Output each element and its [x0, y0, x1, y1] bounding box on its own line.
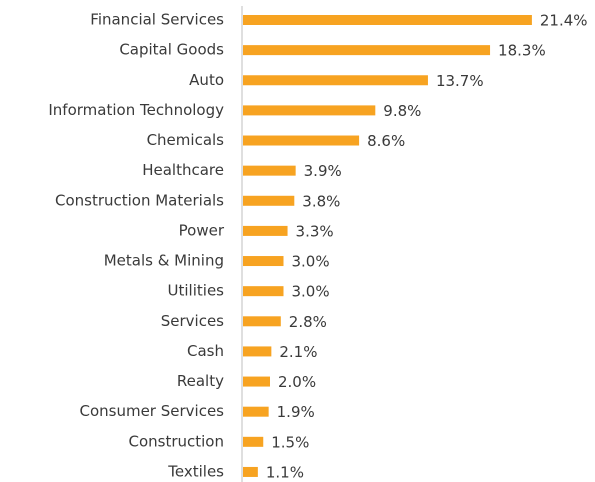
- bar: [243, 225, 288, 236]
- category-label: Realty: [177, 372, 224, 390]
- bar: [243, 135, 360, 146]
- value-label: 1.9%: [277, 403, 315, 421]
- bar: [243, 376, 270, 387]
- category-label: Chemicals: [147, 131, 225, 149]
- value-label: 8.6%: [367, 132, 405, 150]
- value-label: 1.1%: [266, 463, 304, 481]
- category-label: Power: [179, 221, 225, 239]
- value-label: 13.7%: [436, 72, 484, 90]
- value-label: 3.8%: [302, 192, 340, 210]
- value-label: 3.0%: [292, 283, 330, 301]
- bar: [243, 316, 281, 327]
- bar: [243, 406, 269, 417]
- category-label: Capital Goods: [119, 41, 224, 59]
- value-label: 3.0%: [292, 253, 330, 271]
- value-label: 2.0%: [278, 373, 316, 391]
- category-label: Information Technology: [48, 101, 224, 119]
- bar: [243, 436, 264, 447]
- bar: [243, 75, 428, 86]
- category-label: Construction Materials: [55, 191, 224, 209]
- bar: [243, 286, 284, 297]
- category-label: Metals & Mining: [104, 252, 224, 270]
- bar: [243, 195, 295, 206]
- category-label: Healthcare: [142, 161, 224, 179]
- category-label: Construction: [128, 432, 224, 450]
- category-label: Cash: [187, 342, 224, 360]
- value-label: 9.8%: [383, 102, 421, 120]
- value-label: 3.3%: [296, 222, 334, 240]
- category-label: Textiles: [167, 462, 224, 480]
- value-label: 2.8%: [289, 313, 327, 331]
- value-label: 21.4%: [540, 12, 588, 30]
- category-label: Financial Services: [90, 11, 224, 29]
- bar: [243, 45, 491, 56]
- bar: [243, 466, 258, 477]
- bar: [243, 346, 272, 357]
- bar: [243, 15, 532, 25]
- category-label: Services: [161, 312, 224, 330]
- category-label: Auto: [189, 71, 224, 89]
- value-label: 3.9%: [304, 162, 342, 180]
- category-label: Consumer Services: [79, 402, 224, 420]
- value-label: 18.3%: [498, 42, 546, 60]
- bar: [243, 165, 296, 176]
- value-label: 1.5%: [271, 433, 309, 451]
- value-label: 2.1%: [279, 343, 317, 361]
- category-label: Utilities: [168, 282, 225, 300]
- bar: [243, 256, 284, 267]
- bar: [243, 105, 376, 116]
